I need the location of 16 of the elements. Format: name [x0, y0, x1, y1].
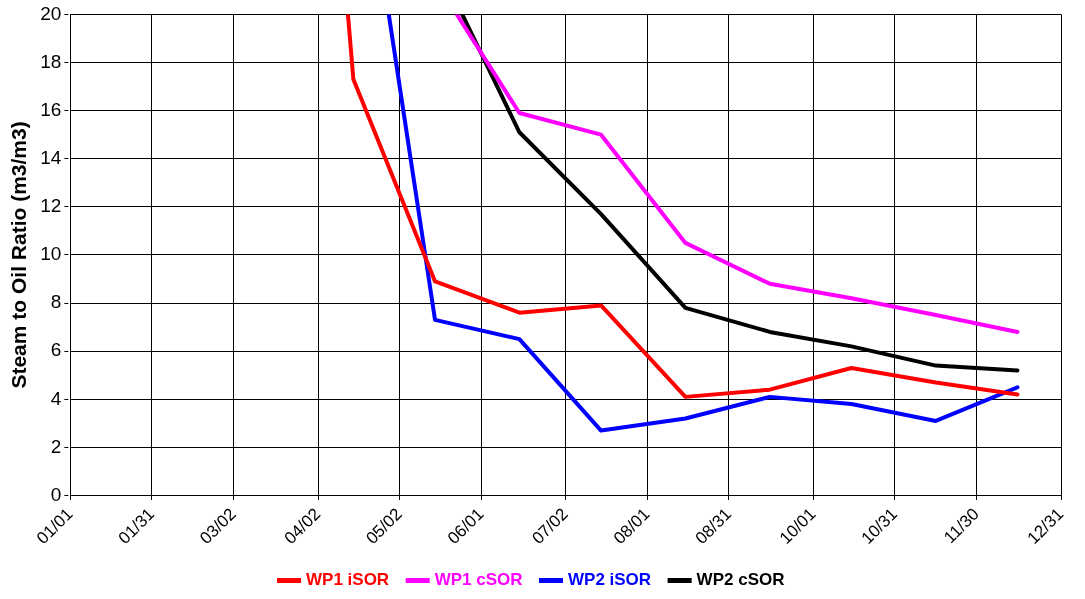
y-tick-label: 20: [40, 2, 62, 24]
y-tick-label: 2: [50, 435, 62, 457]
y-tick-label: 16: [40, 98, 62, 120]
y-tick-label: 6: [50, 339, 62, 361]
y-tick-label: 0: [50, 483, 62, 505]
legend-label: WP2 cSOR: [696, 570, 785, 590]
y-tick-label: 12: [40, 195, 62, 217]
y-tick-label: 10: [40, 243, 62, 265]
legend-label: WP2 iSOR: [568, 570, 652, 590]
y-tick-label: 14: [40, 146, 62, 168]
y-tick-label: 8: [50, 291, 62, 313]
y-axis-title: Steam to Oil Ratio (m3/m3): [7, 121, 31, 389]
legend-label: WP1 iSOR: [306, 570, 390, 590]
y-tick-label: 4: [50, 387, 62, 409]
legend-label: WP1 cSOR: [434, 570, 523, 590]
y-tick-label: 18: [40, 50, 62, 72]
